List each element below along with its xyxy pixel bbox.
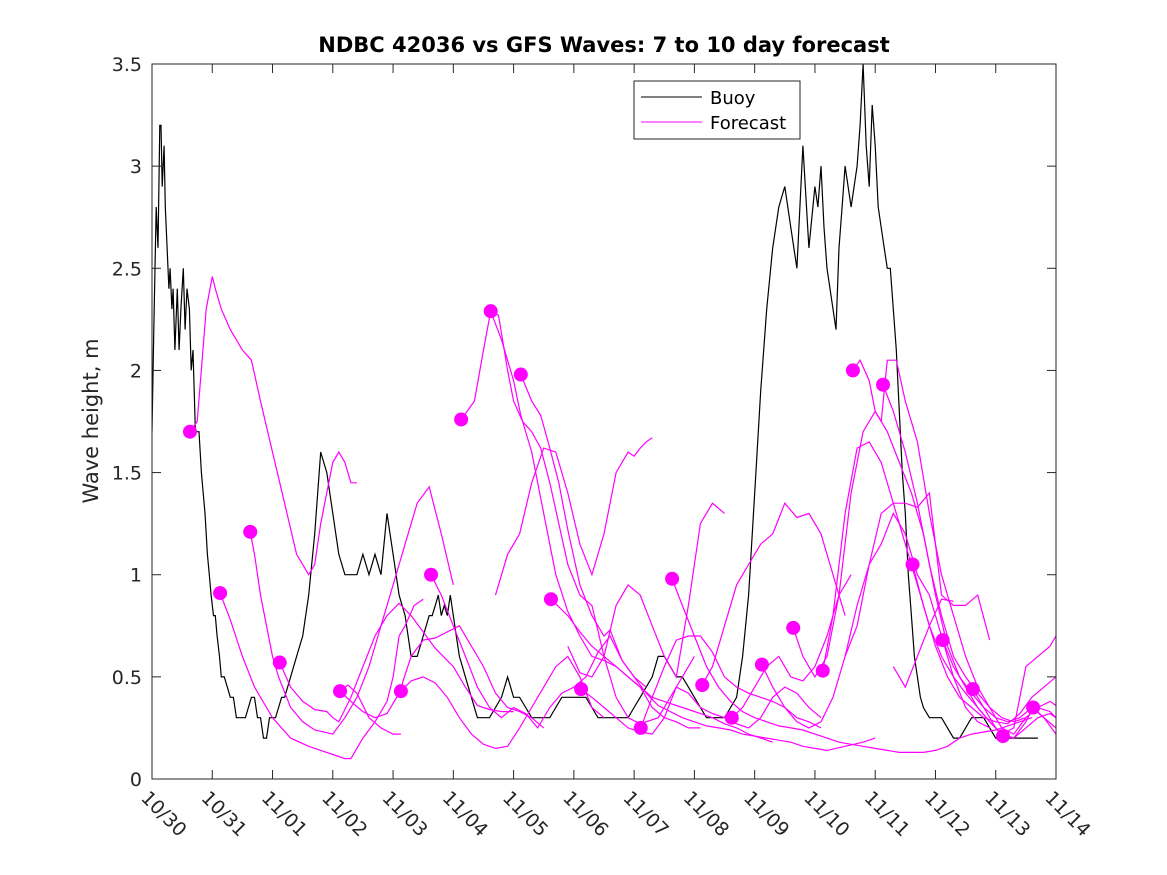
forecast-run-line	[520, 374, 876, 752]
y-ticks: 0 0.5 1 1.5 2 2.5 3 3.5	[112, 54, 1056, 791]
y-tick-label: 3.5	[112, 54, 142, 76]
forecast-run-line	[731, 574, 852, 719]
forecast-start-marker	[633, 720, 648, 735]
forecast-start-marker	[393, 684, 408, 699]
legend-box	[633, 80, 801, 140]
forecast-start-marker	[786, 620, 801, 635]
forecast-run-line	[189, 276, 357, 576]
forecast-start-marker	[965, 682, 980, 697]
forecast-run-line	[892, 598, 954, 689]
forecast-run-line	[567, 502, 725, 679]
chart-title: NDBC 42036 vs GFS Waves: 7 to 10 day for…	[318, 33, 889, 57]
forecast-start-marker	[213, 586, 228, 601]
forecast-run-line	[430, 574, 647, 729]
forecast-start-marker	[905, 557, 920, 572]
y-tick-label: 2.5	[112, 258, 142, 280]
forecast-start-marker	[182, 424, 197, 439]
forecast-start-marker	[724, 710, 739, 725]
forecast-run-line	[249, 485, 454, 735]
forecast-start-marker	[695, 678, 710, 693]
forecast-run-line	[761, 512, 990, 729]
legend-forecast-label: Forecast	[710, 113, 786, 134]
legend: Buoy Forecast	[633, 80, 801, 140]
forecast-start-marker	[483, 304, 498, 319]
forecast-start-marker	[665, 571, 680, 586]
forecast-start-marker	[454, 412, 469, 427]
buoy-series-line	[152, 64, 1038, 739]
y-tick-label: 3	[130, 156, 142, 178]
forecast-run-line	[400, 655, 605, 750]
forecast-start-marker	[815, 663, 830, 678]
y-tick-label: 0.5	[112, 667, 142, 689]
forecast-start-marker	[272, 655, 287, 670]
forecast-run-line	[550, 598, 701, 729]
forecast-run-line	[972, 688, 1056, 739]
forecast-start-marker	[995, 729, 1010, 744]
forecast-run-line	[912, 564, 1056, 725]
forecast-run-line	[339, 684, 401, 735]
forecast-start-marker	[574, 682, 589, 697]
y-tick-label: 0	[130, 769, 142, 791]
forecast-run-line	[494, 437, 653, 596]
forecast-run-line	[844, 491, 991, 657]
forecast-start-marker	[754, 657, 769, 672]
forecast-start-marker	[935, 633, 950, 648]
forecast-start-marker	[243, 524, 258, 539]
forecast-run-line	[852, 358, 1056, 735]
y-tick-label: 2	[130, 360, 142, 382]
forecast-start-marker	[876, 377, 891, 392]
forecast-start-marker	[513, 367, 528, 382]
forecast-start-marker	[543, 592, 558, 607]
series-layer	[152, 64, 1056, 760]
forecast-run-line	[671, 578, 1033, 754]
forecast-run-line	[219, 592, 424, 760]
forecast-run-line	[822, 441, 1056, 739]
axes-box	[151, 63, 1057, 780]
forecast-run-line	[580, 686, 822, 735]
y-tick-label: 1.5	[112, 463, 142, 485]
legend-buoy-label: Buoy	[710, 88, 756, 109]
forecast-start-marker	[845, 363, 860, 378]
axes-background	[152, 64, 1056, 779]
forecast-run-line	[339, 625, 545, 729]
forecast-run-line	[701, 502, 846, 686]
forecast-start-marker	[333, 684, 348, 699]
forecast-start-marker	[424, 567, 439, 582]
forecast-start-marker	[1026, 700, 1041, 715]
forecast-run-line	[640, 635, 822, 729]
y-axis-label: Wave height, m	[79, 338, 103, 503]
forecast-run-line	[279, 602, 514, 723]
marker-layer	[182, 304, 1041, 744]
y-tick-label: 1	[130, 565, 142, 587]
plot-area: 10/30 10/31 11/01 11/02 11/03 11/04 11/05 11/06…	[112, 54, 1095, 841]
